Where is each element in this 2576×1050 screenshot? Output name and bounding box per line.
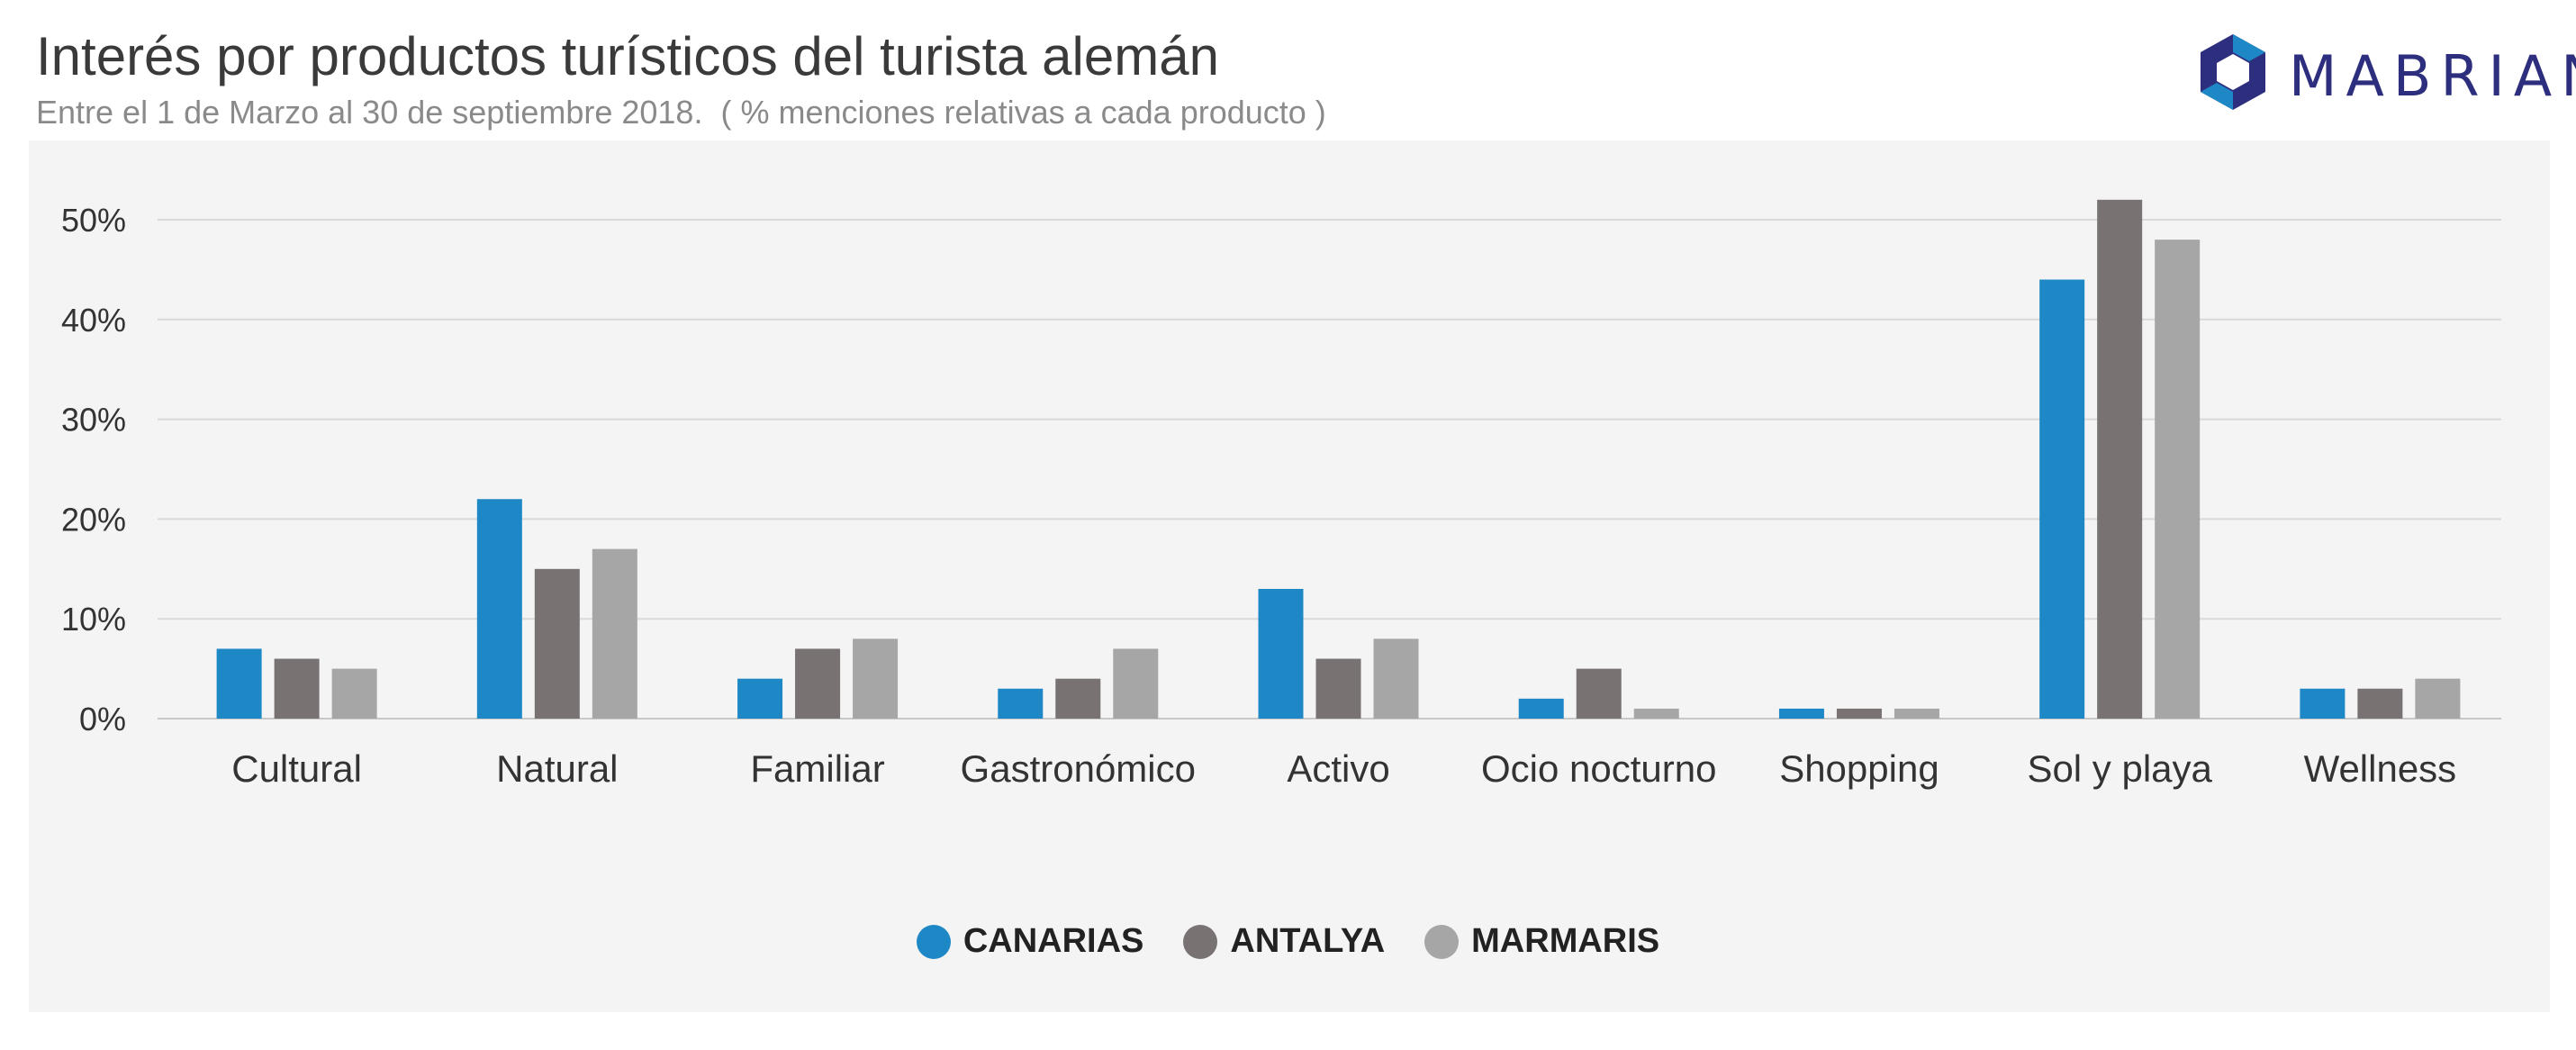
bar-marmaris (592, 548, 637, 719)
x-tick-label: Wellness (2304, 747, 2457, 790)
legend-swatch (1424, 924, 1460, 959)
chart-legend: CANARIAS ANTALYA MARMARIS (0, 922, 2576, 961)
bar-marmaris (1633, 708, 1679, 719)
x-tick-label: Gastronómico (961, 747, 1196, 790)
y-tick-label: 0% (79, 701, 126, 738)
legend-swatch (916, 924, 951, 959)
bar-antalya (274, 658, 320, 719)
bar-canarias (476, 499, 522, 719)
x-tick-label: Cultural (231, 747, 362, 790)
hexagon-logo-icon (2201, 34, 2265, 110)
bar-marmaris (331, 668, 377, 719)
legend-item: MARMARIS (1424, 922, 1659, 961)
bar-canarias (216, 648, 262, 719)
legend-item: ANTALYA (1183, 922, 1385, 961)
legend-label: ANTALYA (1230, 922, 1386, 960)
logo-text: MABRIAN (2289, 43, 2576, 109)
bar-canarias (2300, 688, 2346, 719)
bar-antalya (1315, 658, 1361, 719)
y-tick-label: 50% (61, 202, 126, 239)
x-tick-label: Ocio nocturno (1481, 747, 1716, 790)
bar-marmaris (1113, 648, 1159, 719)
y-tick-label: 20% (61, 501, 126, 538)
bar-antalya (2357, 688, 2403, 719)
bar-canarias (737, 678, 783, 719)
chart-title: Interés por productos turísticos del tur… (36, 26, 1219, 86)
legend-label: MARMARIS (1471, 922, 1660, 960)
bar-antalya (2097, 199, 2143, 720)
mabrian-logo: MABRIAN (2197, 31, 2576, 113)
x-tick-label: Familiar (750, 747, 884, 790)
bar-antalya (795, 648, 841, 719)
y-tick-label: 40% (61, 302, 126, 339)
legend-item: CANARIAS (916, 922, 1144, 961)
x-tick-label: Natural (496, 747, 618, 790)
bar-antalya (534, 568, 580, 719)
bar-marmaris (853, 638, 899, 719)
bar-canarias (1258, 588, 1304, 719)
bar-canarias (998, 688, 1044, 719)
bar-canarias (1778, 708, 1824, 719)
x-tick-label: Shopping (1779, 747, 1939, 790)
bar-marmaris (2415, 678, 2461, 719)
legend-label: CANARIAS (963, 922, 1144, 960)
bar-marmaris (1894, 708, 1939, 719)
bar-marmaris (1373, 638, 1419, 719)
chart-subtitle: Entre el 1 de Marzo al 30 de septiembre … (36, 94, 1326, 131)
x-tick-label: Activo (1287, 747, 1389, 790)
bar-antalya (1055, 678, 1101, 719)
y-tick-label: 10% (61, 601, 126, 638)
bar-marmaris (2155, 240, 2201, 719)
y-tick-label: 30% (61, 402, 126, 439)
bar-canarias (1518, 698, 1564, 719)
bar-canarias (2039, 279, 2085, 719)
legend-swatch (1183, 924, 1218, 959)
x-tick-label: Sol y playa (2027, 747, 2212, 790)
bar-antalya (1576, 668, 1622, 719)
bar-antalya (1836, 708, 1882, 719)
